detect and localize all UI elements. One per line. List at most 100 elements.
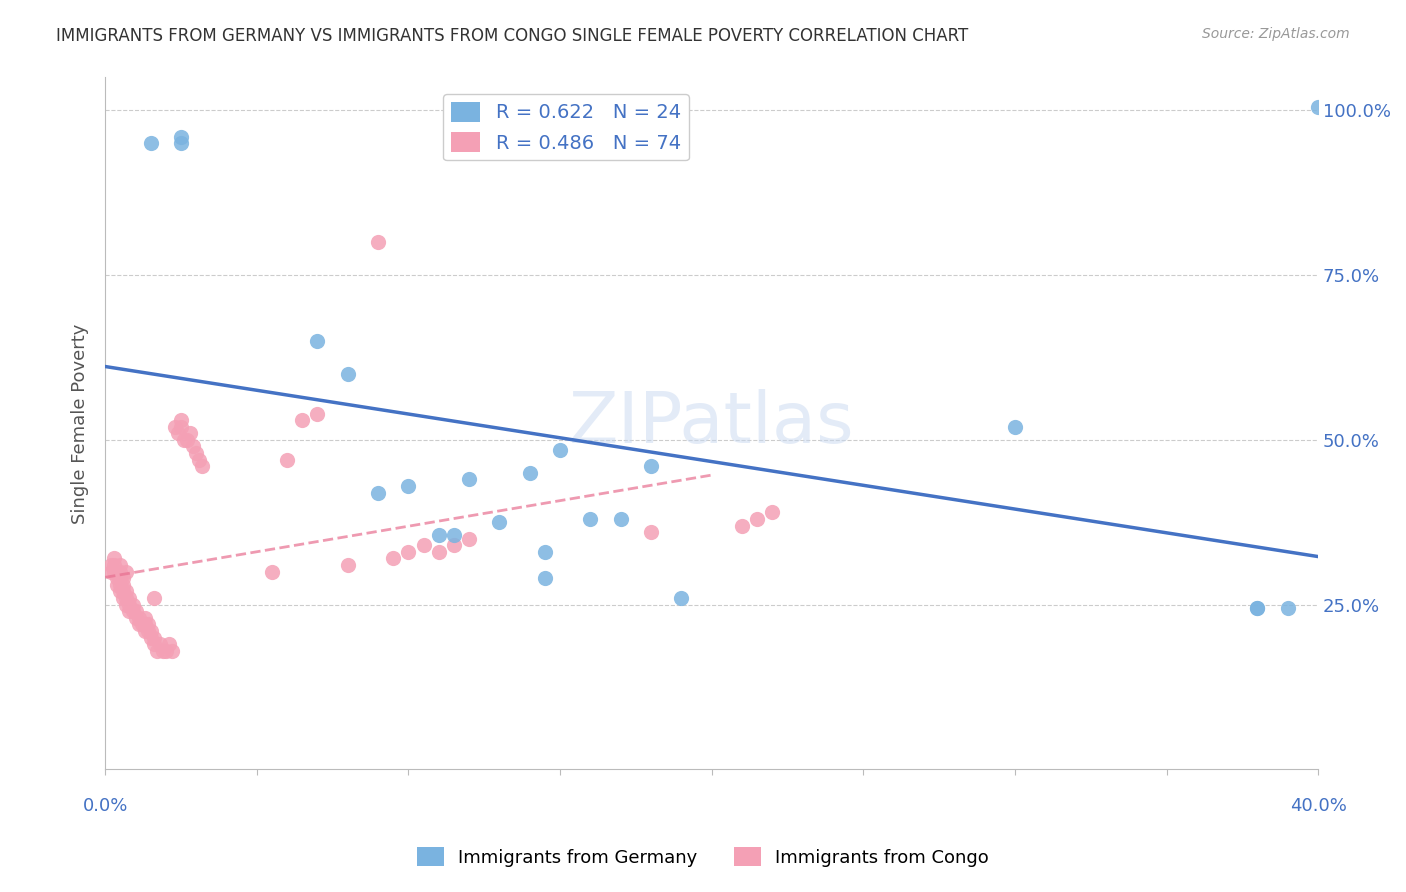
Legend: R = 0.622   N = 24, R = 0.486   N = 74: R = 0.622 N = 24, R = 0.486 N = 74 xyxy=(443,94,689,161)
Point xyxy=(134,617,156,632)
Point xyxy=(155,644,177,658)
Point xyxy=(115,598,138,612)
Point xyxy=(367,485,389,500)
Point xyxy=(336,367,359,381)
Point xyxy=(1246,601,1268,615)
Point xyxy=(458,472,481,486)
Point xyxy=(163,419,186,434)
Point xyxy=(579,512,602,526)
Point xyxy=(534,545,557,559)
Point xyxy=(731,518,754,533)
Point xyxy=(149,637,172,651)
Point xyxy=(747,512,769,526)
Point xyxy=(276,452,298,467)
Point xyxy=(181,440,204,454)
Point xyxy=(124,611,146,625)
Point xyxy=(548,442,571,457)
Point xyxy=(367,235,389,250)
Point xyxy=(115,591,138,605)
Point xyxy=(118,598,141,612)
Point xyxy=(100,565,122,579)
Point xyxy=(188,452,211,467)
Point xyxy=(1246,601,1268,615)
Point xyxy=(157,637,180,651)
Point xyxy=(167,426,190,441)
Point xyxy=(398,479,420,493)
Point xyxy=(134,624,156,638)
Point xyxy=(128,617,150,632)
Point xyxy=(170,136,193,151)
Point xyxy=(152,644,174,658)
Point xyxy=(142,637,165,651)
Point xyxy=(110,578,132,592)
Point xyxy=(443,528,465,542)
Point xyxy=(112,578,135,592)
Point xyxy=(128,611,150,625)
Point xyxy=(640,459,662,474)
Point xyxy=(443,538,465,552)
Point xyxy=(115,565,138,579)
Point xyxy=(142,591,165,605)
Text: IMMIGRANTS FROM GERMANY VS IMMIGRANTS FROM CONGO SINGLE FEMALE POVERTY CORRELATI: IMMIGRANTS FROM GERMANY VS IMMIGRANTS FR… xyxy=(56,27,969,45)
Point xyxy=(121,598,143,612)
Point xyxy=(121,604,143,618)
Point xyxy=(115,584,138,599)
Point xyxy=(307,334,329,348)
Point xyxy=(609,512,631,526)
Point xyxy=(173,433,195,447)
Point xyxy=(112,571,135,585)
Point xyxy=(103,551,125,566)
Point xyxy=(139,631,162,645)
Point xyxy=(105,565,128,579)
Point xyxy=(398,545,420,559)
Point xyxy=(671,591,693,605)
Point xyxy=(110,584,132,599)
Point xyxy=(139,624,162,638)
Point xyxy=(136,624,159,638)
Point xyxy=(110,558,132,572)
Point xyxy=(382,551,405,566)
Point xyxy=(118,591,141,605)
Point xyxy=(176,433,198,447)
Point xyxy=(170,413,193,427)
Point xyxy=(131,617,153,632)
Point xyxy=(427,528,450,542)
Point xyxy=(160,644,183,658)
Text: 40.0%: 40.0% xyxy=(1289,797,1347,815)
Point xyxy=(1308,100,1330,114)
Point xyxy=(118,604,141,618)
Point xyxy=(179,426,201,441)
Point xyxy=(110,565,132,579)
Point xyxy=(761,505,783,519)
Point xyxy=(640,525,662,540)
Point xyxy=(139,136,162,151)
Point xyxy=(124,604,146,618)
Point xyxy=(519,466,541,480)
Point xyxy=(170,129,193,144)
Point xyxy=(103,565,125,579)
Point xyxy=(488,515,510,529)
Point xyxy=(100,558,122,572)
Point xyxy=(291,413,314,427)
Point xyxy=(136,617,159,632)
Point xyxy=(105,571,128,585)
Point xyxy=(105,578,128,592)
Point xyxy=(336,558,359,572)
Point xyxy=(534,571,557,585)
Point xyxy=(260,565,283,579)
Text: ZIPatlas: ZIPatlas xyxy=(569,389,855,458)
Text: Source: ZipAtlas.com: Source: ZipAtlas.com xyxy=(1202,27,1350,41)
Point xyxy=(112,584,135,599)
Point xyxy=(186,446,208,460)
Point xyxy=(134,611,156,625)
Point xyxy=(103,558,125,572)
Point xyxy=(412,538,434,552)
Point xyxy=(427,545,450,559)
Point xyxy=(1004,419,1026,434)
Point xyxy=(112,591,135,605)
Text: 0.0%: 0.0% xyxy=(83,797,128,815)
Point xyxy=(110,571,132,585)
Point xyxy=(142,631,165,645)
Point xyxy=(191,459,214,474)
Y-axis label: Single Female Poverty: Single Female Poverty xyxy=(72,323,89,524)
